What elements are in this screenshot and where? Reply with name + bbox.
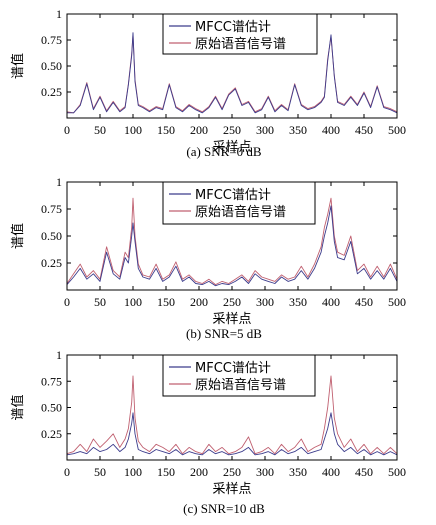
- chart-panel-0: 0 50 100 150 200 250 300 350 400 450 500 0.25 0.50 0.…: [10, 7, 406, 159]
- x-tick-label: 250: [223, 123, 241, 137]
- x-tick-label: 250: [223, 465, 241, 479]
- x-tick-label: 50: [94, 465, 106, 479]
- legend-label-0: MFCC谱估计: [195, 188, 271, 203]
- x-tick-label: 150: [157, 295, 175, 309]
- legend-box: [162, 13, 318, 55]
- y-tick-label: 0.50: [41, 229, 62, 243]
- panel-caption: (a) SNR=0 dB: [186, 144, 262, 159]
- legend-label-0: MFCC谱估计: [195, 20, 271, 35]
- x-tick-label: 50: [94, 123, 106, 137]
- legend-label-1: 原始语音信号谱: [195, 36, 286, 52]
- y-tick-label: 0.25: [41, 85, 62, 99]
- x-tick-label: 350: [289, 465, 307, 479]
- x-tick-label: 500: [388, 465, 406, 479]
- x-tick-label: 100: [124, 123, 142, 137]
- legend-label-1: 原始语音信号谱: [195, 377, 286, 393]
- x-tick-label: 0: [64, 465, 70, 479]
- legend-box: [162, 181, 316, 225]
- x-tick-label: 100: [124, 465, 142, 479]
- panel-caption: (c) SNR=10 dB: [183, 501, 265, 516]
- y-axis-label: 谱值: [10, 53, 26, 79]
- y-tick-label: 1: [56, 348, 62, 362]
- series-line-0: [66, 412, 398, 456]
- x-tick-label: 350: [289, 295, 307, 309]
- x-axis-label: 采样点: [212, 482, 251, 497]
- x-tick-label: 300: [256, 123, 274, 137]
- y-tick-label: 0.25: [41, 427, 62, 441]
- y-tick-label: 1: [56, 175, 62, 189]
- series-line-0: [66, 205, 398, 287]
- y-axis-label: 谱值: [10, 223, 26, 249]
- y-axis-label: 谱值: [10, 394, 26, 420]
- x-tick-label: 200: [190, 295, 208, 309]
- y-tick-label: 0.50: [41, 59, 62, 73]
- y-tick-label: 0.75: [41, 202, 62, 216]
- x-axis-label: 采样点: [212, 312, 251, 327]
- x-tick-label: 450: [355, 295, 373, 309]
- x-tick-label: 400: [322, 465, 340, 479]
- x-tick-label: 150: [157, 123, 175, 137]
- x-tick-label: 300: [256, 465, 274, 479]
- y-tick-label: 0.75: [41, 374, 62, 388]
- x-tick-label: 250: [223, 295, 241, 309]
- series-line-1: [66, 375, 398, 455]
- legend-box: [162, 354, 316, 397]
- y-tick-label: 0.25: [41, 256, 62, 270]
- legend-label-0: MFCC谱估计: [195, 361, 271, 376]
- x-tick-label: 400: [322, 123, 340, 137]
- x-tick-label: 150: [157, 465, 175, 479]
- x-tick-label: 500: [388, 123, 406, 137]
- x-tick-label: 0: [64, 123, 70, 137]
- x-tick-label: 50: [94, 295, 106, 309]
- x-tick-label: 300: [256, 295, 274, 309]
- series-line-0: [67, 32, 398, 114]
- x-tick-label: 200: [190, 465, 208, 479]
- x-tick-label: 400: [322, 295, 340, 309]
- x-axis-label: 采样点: [212, 140, 251, 155]
- x-tick-label: 200: [190, 123, 208, 137]
- y-tick-label: 0.50: [41, 401, 62, 415]
- x-tick-label: 450: [355, 123, 373, 137]
- x-tick-label: 0: [64, 295, 70, 309]
- panel-caption: (b) SNR=5 dB: [186, 326, 262, 341]
- series-line-1: [66, 197, 398, 286]
- x-tick-label: 500: [388, 295, 406, 309]
- chart-panel-2: 0 50 100 150 200 250 300 350 400 450 500 0.25 0.50 0.…: [10, 348, 406, 516]
- x-tick-label: 450: [355, 465, 373, 479]
- y-tick-label: 0.75: [41, 33, 62, 47]
- y-tick-label: 1: [56, 7, 62, 21]
- x-tick-label: 100: [124, 295, 142, 309]
- legend-label-1: 原始语音信号谱: [195, 204, 286, 220]
- x-tick-label: 350: [289, 123, 307, 137]
- chart-panel-1: 0 50 100 150 200 250 300 350 400 450 500 0.25 0.50 0.…: [10, 175, 406, 341]
